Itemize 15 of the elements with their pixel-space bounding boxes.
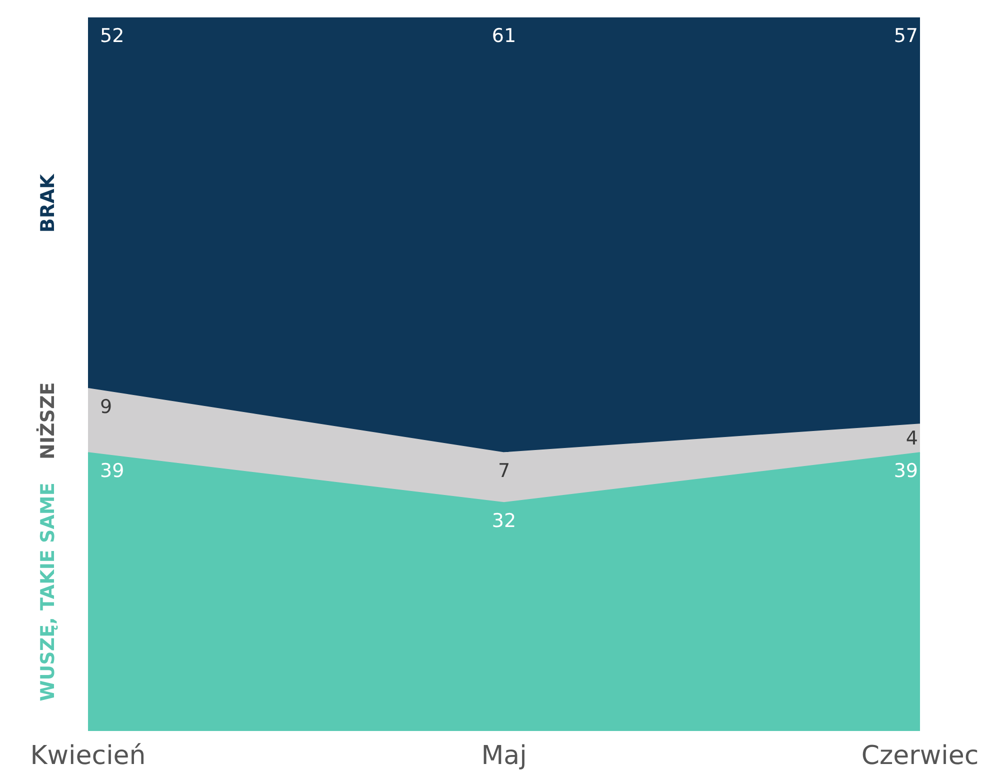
data-label: 9 (100, 396, 112, 418)
data-label: 57 (894, 25, 918, 47)
data-label: 39 (894, 460, 918, 482)
data-label: 52 (100, 25, 124, 47)
data-label: 32 (492, 510, 516, 532)
data-label: 61 (492, 25, 516, 47)
x-tick-label: Maj (481, 741, 527, 771)
x-tick-label: Czerwiec (861, 741, 979, 771)
text: WUSZĘ, TAKIE SAME (37, 482, 59, 702)
text: BRAK (37, 172, 59, 233)
data-label: 7 (498, 460, 510, 482)
data-label: 39 (100, 460, 124, 482)
data-label: 4 (906, 428, 918, 450)
text: NIŻSZE (36, 382, 59, 460)
x-tick-label: Kwiecień (30, 741, 146, 771)
